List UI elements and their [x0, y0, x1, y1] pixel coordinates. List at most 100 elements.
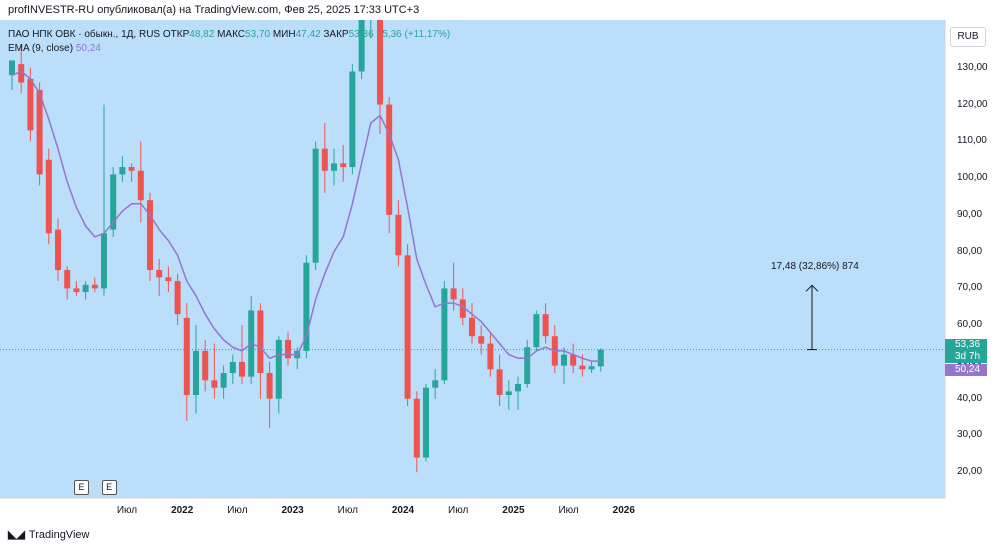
high-value: 53,70 [245, 29, 271, 40]
candle-body [349, 71, 356, 168]
candle-body [229, 361, 236, 373]
price-tick-label: 60,00 [957, 319, 983, 331]
candle [340, 145, 347, 182]
candle [82, 281, 89, 300]
low-value: 47,42 [295, 29, 321, 40]
candle-body [340, 163, 347, 168]
plot-background [0, 20, 945, 498]
candle-body [588, 366, 595, 370]
candle [101, 104, 107, 296]
candle [137, 141, 144, 223]
candle-body [386, 104, 393, 215]
candle [257, 303, 264, 399]
candle-body [524, 347, 531, 385]
candle [386, 97, 393, 234]
candle [505, 380, 512, 410]
last-price-badge: 53,36 [945, 339, 987, 351]
tradingview-logo[interactable]: ◣◢ TradingView [8, 528, 89, 541]
candle [165, 266, 172, 293]
candle [441, 281, 448, 385]
candle-body [450, 288, 457, 300]
candle [358, 20, 365, 79]
overlay-layer [0, 284, 945, 351]
candle [395, 200, 402, 267]
candle [561, 347, 567, 385]
open-value: 48,82 [189, 29, 215, 40]
candle-body [27, 78, 34, 131]
candle [36, 82, 43, 186]
ema-line [11, 70, 601, 362]
candle-body [597, 349, 604, 367]
open-label: ОТКР [162, 29, 190, 40]
symbol-title: ПАО НПК ОВК · обыкн., 1Д, RUS [8, 29, 161, 40]
candle-body [441, 288, 448, 381]
candle-body [469, 317, 475, 337]
candle [183, 303, 190, 421]
candle-body [579, 365, 586, 370]
candle [266, 361, 273, 429]
candle-body [101, 233, 107, 289]
candle [469, 303, 475, 344]
time-tick-label: 2024 [391, 505, 415, 516]
candle-body [312, 148, 319, 263]
candle [147, 192, 153, 282]
change-value: +5,36 (+11,17%) [376, 29, 451, 40]
candle [211, 343, 218, 399]
candle-body [193, 350, 199, 396]
candle-body [18, 64, 25, 83]
time-tick-label: 2023 [281, 505, 304, 516]
tradingview-mark-icon: ◣◢ [8, 529, 25, 541]
candle-body [239, 361, 245, 377]
candle-body [459, 299, 466, 318]
candle [202, 339, 209, 392]
candle-body [404, 255, 411, 399]
price-tick-label: 80,00 [957, 245, 983, 257]
candle-body [110, 174, 117, 230]
candle-body [119, 167, 126, 175]
candle-body [266, 372, 273, 399]
candle-body [220, 372, 227, 388]
candle [303, 255, 310, 359]
price-chart[interactable] [0, 20, 1000, 520]
candle [220, 365, 227, 399]
candle [193, 325, 199, 414]
candle-body [202, 350, 209, 381]
close-label: ЗАКР [323, 29, 349, 40]
close-value: 53,36 [348, 29, 374, 40]
earnings-marker[interactable]: E [101, 480, 117, 495]
candle-body [542, 314, 549, 337]
currency-button[interactable]: RUB [950, 27, 986, 47]
candle-body [432, 380, 439, 388]
candle-body [358, 20, 365, 72]
ema-legend[interactable]: EMA (9, close) 50,24 [8, 43, 101, 54]
price-tick-label: 40,00 [957, 392, 983, 404]
earnings-marker[interactable]: E [74, 480, 89, 495]
candle [128, 163, 135, 182]
time-axis-background [0, 498, 1000, 520]
candle-body [137, 170, 144, 201]
candle-body [211, 380, 218, 388]
candle [119, 156, 126, 182]
candle-body [36, 89, 43, 175]
candle-body [515, 384, 521, 392]
candle [515, 376, 521, 410]
candle-body [423, 387, 429, 458]
price-tick-label: 110,00 [957, 135, 987, 147]
price-tick-label: 130,00 [957, 61, 988, 73]
candle-body [82, 284, 89, 293]
chart-frame[interactable]: ПАО НПК ОВК · обыкн., 1Д, RUS ОТКР48,82 … [0, 20, 1000, 520]
candle-body [285, 339, 291, 359]
price-tick-label: 30,00 [957, 429, 983, 441]
candle-body [377, 20, 383, 105]
candle-body [487, 343, 494, 370]
candle-body [147, 200, 153, 271]
time-tick-label: Июл [337, 505, 358, 516]
candle [321, 122, 328, 193]
candle-body [413, 398, 420, 458]
candle-body [128, 167, 135, 171]
candle [377, 20, 383, 134]
candle-body [570, 354, 577, 366]
candle [229, 354, 236, 385]
candle-body [64, 270, 71, 289]
candle [110, 167, 117, 237]
